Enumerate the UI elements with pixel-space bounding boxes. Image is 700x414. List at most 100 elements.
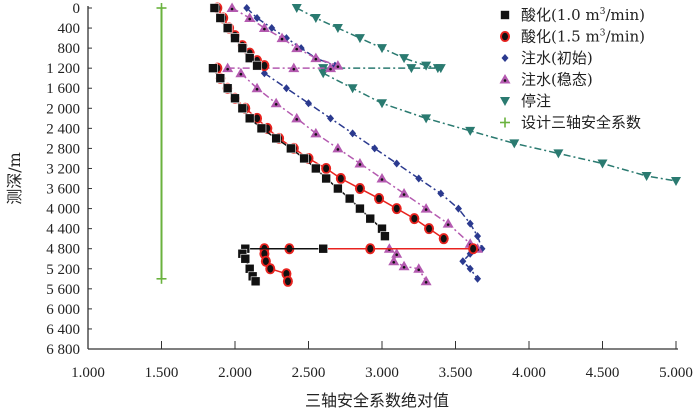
triangle-down-marker bbox=[332, 24, 343, 34]
series-5 bbox=[156, 3, 167, 284]
circle-marker bbox=[500, 31, 510, 42]
triangle-up-dot bbox=[503, 79, 507, 82]
circle-marker-core bbox=[440, 234, 447, 243]
y-tick-label: 4 000 bbox=[46, 202, 80, 218]
triangle-up-dot bbox=[424, 281, 428, 284]
legend-label: 酸化(1.0 m3/min) bbox=[521, 6, 645, 24]
triangle-up-marker bbox=[310, 127, 322, 138]
triangle-up-marker bbox=[420, 203, 432, 213]
plus-marker bbox=[500, 117, 510, 128]
series-line bbox=[392, 253, 427, 282]
circle-marker-core bbox=[261, 249, 268, 258]
diamond-marker bbox=[243, 4, 251, 12]
square-marker bbox=[215, 13, 226, 23]
legend-label-main: 设计三轴安全系数 bbox=[521, 114, 641, 132]
triangle-down-marker bbox=[347, 84, 358, 94]
circle-marker-core bbox=[254, 114, 261, 123]
triangle-up-shape bbox=[235, 67, 247, 78]
triangle-up-shape bbox=[354, 157, 366, 168]
triangle-up-shape bbox=[388, 255, 400, 266]
x-tick-label: 4.000 bbox=[512, 365, 546, 381]
legend-label-main: 酸化(1.5 m bbox=[521, 28, 600, 46]
plus-marker bbox=[156, 3, 167, 13]
triangle-up-dot bbox=[417, 268, 421, 272]
square-marker bbox=[208, 63, 218, 73]
y-tick-label: 5 200 bbox=[46, 262, 80, 278]
x-tick-label: 3.500 bbox=[439, 365, 473, 381]
triangle-up-marker bbox=[442, 218, 454, 228]
diamond-marker bbox=[459, 257, 467, 266]
triangle-up-marker bbox=[388, 255, 400, 266]
triangle-up-marker bbox=[376, 173, 388, 183]
circle-marker bbox=[335, 173, 346, 184]
square-marker bbox=[222, 83, 233, 94]
triangle-up-dot bbox=[402, 265, 406, 269]
circle-marker bbox=[374, 193, 385, 205]
plus-marker bbox=[156, 273, 167, 284]
triangle-up-marker bbox=[325, 62, 337, 73]
square-marker bbox=[344, 193, 355, 204]
x-tick-label: 2.000 bbox=[218, 365, 252, 381]
square-marker bbox=[311, 163, 321, 174]
square-marker bbox=[271, 133, 281, 144]
triangle-up-shape bbox=[222, 62, 234, 73]
legend-item: 注水(初始) bbox=[501, 49, 593, 67]
triangle-up-shape bbox=[391, 248, 403, 258]
square-marker bbox=[318, 243, 329, 254]
circle-marker bbox=[424, 223, 435, 235]
triangle-up-shape bbox=[376, 173, 388, 183]
circle-marker bbox=[391, 203, 402, 215]
square-marker bbox=[380, 231, 390, 241]
triangle-up-marker bbox=[288, 62, 300, 73]
triangle-down-marker bbox=[671, 177, 681, 187]
circle-marker-core bbox=[426, 224, 433, 233]
square-marker bbox=[321, 173, 331, 184]
series-line bbox=[296, 7, 439, 69]
diamond-marker bbox=[282, 84, 290, 93]
legend-label-sup: 3 bbox=[600, 7, 606, 17]
triangle-up-shape bbox=[420, 203, 432, 213]
triangle-up-marker bbox=[354, 157, 366, 168]
y-tick-label: 3 600 bbox=[46, 182, 80, 198]
triangle-up-marker bbox=[235, 67, 247, 78]
triangle-down-marker bbox=[553, 149, 564, 159]
triangle-up-shape bbox=[276, 32, 288, 43]
triangle-up-marker bbox=[391, 248, 403, 258]
x-axis-title: 三轴安全系数绝对值 bbox=[305, 391, 449, 410]
triangle-up-marker bbox=[276, 32, 288, 43]
diamond-marker bbox=[268, 24, 276, 33]
square-marker bbox=[244, 113, 255, 124]
triangle-up-marker bbox=[398, 188, 410, 198]
triangle-up-marker bbox=[499, 74, 511, 84]
legend-item: 酸化(1.0 m3/min) bbox=[500, 6, 645, 24]
triangle-down-marker bbox=[597, 159, 608, 169]
square-marker bbox=[250, 276, 261, 287]
y-tick-label: 1 200 bbox=[46, 61, 80, 77]
triangle-up-dot bbox=[295, 47, 299, 51]
series-0 bbox=[208, 3, 390, 287]
triangle-down-marker bbox=[465, 126, 476, 136]
square-marker bbox=[230, 33, 240, 43]
series-line bbox=[240, 72, 471, 245]
circle-marker bbox=[252, 112, 263, 124]
x-tick-label: 1.500 bbox=[145, 365, 179, 381]
triangle-up-marker bbox=[420, 275, 432, 286]
circle-marker-core bbox=[356, 184, 363, 193]
triangle-up-marker bbox=[332, 60, 344, 70]
x-tick-label: 5.000 bbox=[659, 365, 693, 381]
diamond-marker bbox=[474, 232, 482, 241]
triangle-down-marker bbox=[399, 54, 410, 64]
circle-marker bbox=[365, 243, 376, 255]
triangle-up-dot bbox=[274, 102, 278, 106]
circle-marker-core bbox=[323, 164, 330, 173]
triangle-up-shape bbox=[310, 127, 322, 138]
triangle-up-dot bbox=[263, 27, 266, 31]
triangle-up-marker bbox=[251, 82, 263, 93]
triangle-up-dot bbox=[392, 260, 396, 264]
legend-label-main: 酸化(1.0 m bbox=[521, 6, 600, 24]
circle-marker bbox=[265, 263, 276, 275]
y-tick-label: 800 bbox=[58, 41, 81, 57]
circle-marker-core bbox=[393, 204, 400, 213]
circle-marker-core bbox=[367, 244, 374, 253]
